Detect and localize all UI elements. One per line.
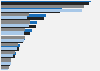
Bar	[1, 31, 23, 35]
Bar	[1, 0, 91, 2]
Bar	[1, 21, 37, 24]
Bar	[1, 59, 11, 62]
Bar	[1, 2, 89, 5]
Bar	[1, 62, 10, 66]
Bar	[1, 52, 16, 55]
Bar	[1, 54, 14, 57]
Bar	[1, 10, 60, 13]
Bar	[1, 47, 19, 51]
Bar	[1, 66, 9, 69]
Bar	[1, 39, 23, 42]
Bar	[1, 5, 84, 9]
Bar	[1, 13, 29, 16]
Bar	[1, 14, 46, 17]
Bar	[1, 36, 25, 40]
Bar	[1, 29, 32, 32]
Bar	[1, 9, 82, 12]
Bar	[1, 36, 25, 39]
Bar	[1, 40, 23, 43]
Bar	[1, 43, 18, 46]
Bar	[1, 47, 17, 50]
Bar	[1, 6, 62, 9]
Bar	[1, 24, 29, 27]
Bar	[1, 32, 30, 35]
Bar	[1, 20, 30, 24]
Bar	[1, 51, 15, 54]
Bar	[1, 62, 11, 65]
Bar	[1, 17, 44, 20]
Bar	[1, 69, 8, 71]
Bar	[1, 44, 20, 47]
Bar	[1, 16, 27, 19]
Bar	[1, 25, 36, 28]
Bar	[1, 58, 11, 61]
Bar	[1, 55, 15, 58]
Bar	[1, 28, 25, 31]
